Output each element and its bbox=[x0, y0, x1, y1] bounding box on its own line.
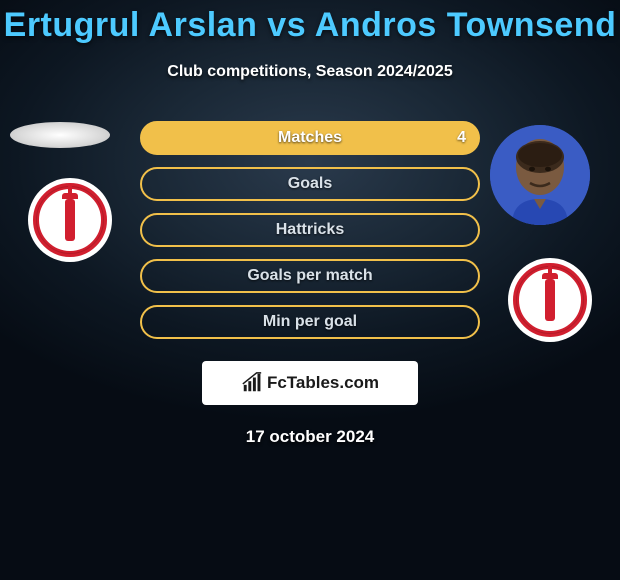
branding-text: FcTables.com bbox=[267, 373, 379, 393]
stat-left-value bbox=[142, 123, 166, 153]
stat-right-value bbox=[454, 307, 478, 337]
stat-right-value bbox=[454, 215, 478, 245]
stat-row-goals-per-match: Goals per match bbox=[140, 259, 480, 293]
stat-right-value: 4 bbox=[445, 123, 478, 153]
stat-left-value bbox=[142, 169, 166, 199]
stat-row-goals: Goals bbox=[140, 167, 480, 201]
stat-row-matches: Matches 4 bbox=[140, 121, 480, 155]
player-left-avatar bbox=[10, 122, 110, 148]
stat-row-hattricks: Hattricks bbox=[140, 213, 480, 247]
stat-label: Min per goal bbox=[263, 313, 357, 331]
bar-chart-icon bbox=[241, 372, 263, 394]
antalyaspor-crest-icon bbox=[33, 183, 107, 257]
comparison-card: Ertugrul Arslan vs Andros Townsend Club … bbox=[0, 0, 620, 447]
stat-label: Matches bbox=[278, 129, 342, 147]
stat-row-min-per-goal: Min per goal bbox=[140, 305, 480, 339]
club-badge-right bbox=[508, 258, 592, 342]
player-right-avatar bbox=[490, 125, 590, 225]
stat-label: Goals per match bbox=[247, 267, 372, 285]
club-badge-left bbox=[28, 178, 112, 262]
stat-left-value bbox=[142, 215, 166, 245]
stat-left-value bbox=[142, 261, 166, 291]
subtitle: Club competitions, Season 2024/2025 bbox=[0, 63, 620, 81]
stat-right-value bbox=[454, 169, 478, 199]
branding-badge: FcTables.com bbox=[202, 361, 418, 405]
avatar-photo-icon bbox=[490, 125, 590, 225]
stats-list: Matches 4 Goals Hattricks Goals per matc… bbox=[140, 121, 480, 339]
antalyaspor-crest-icon bbox=[513, 263, 587, 337]
stat-label: Goals bbox=[288, 175, 332, 193]
stat-label: Hattricks bbox=[276, 221, 344, 239]
stat-left-value bbox=[142, 307, 166, 337]
stat-right-value bbox=[454, 261, 478, 291]
footer-date: 17 october 2024 bbox=[0, 427, 620, 447]
page-title: Ertugrul Arslan vs Andros Townsend bbox=[0, 0, 620, 45]
